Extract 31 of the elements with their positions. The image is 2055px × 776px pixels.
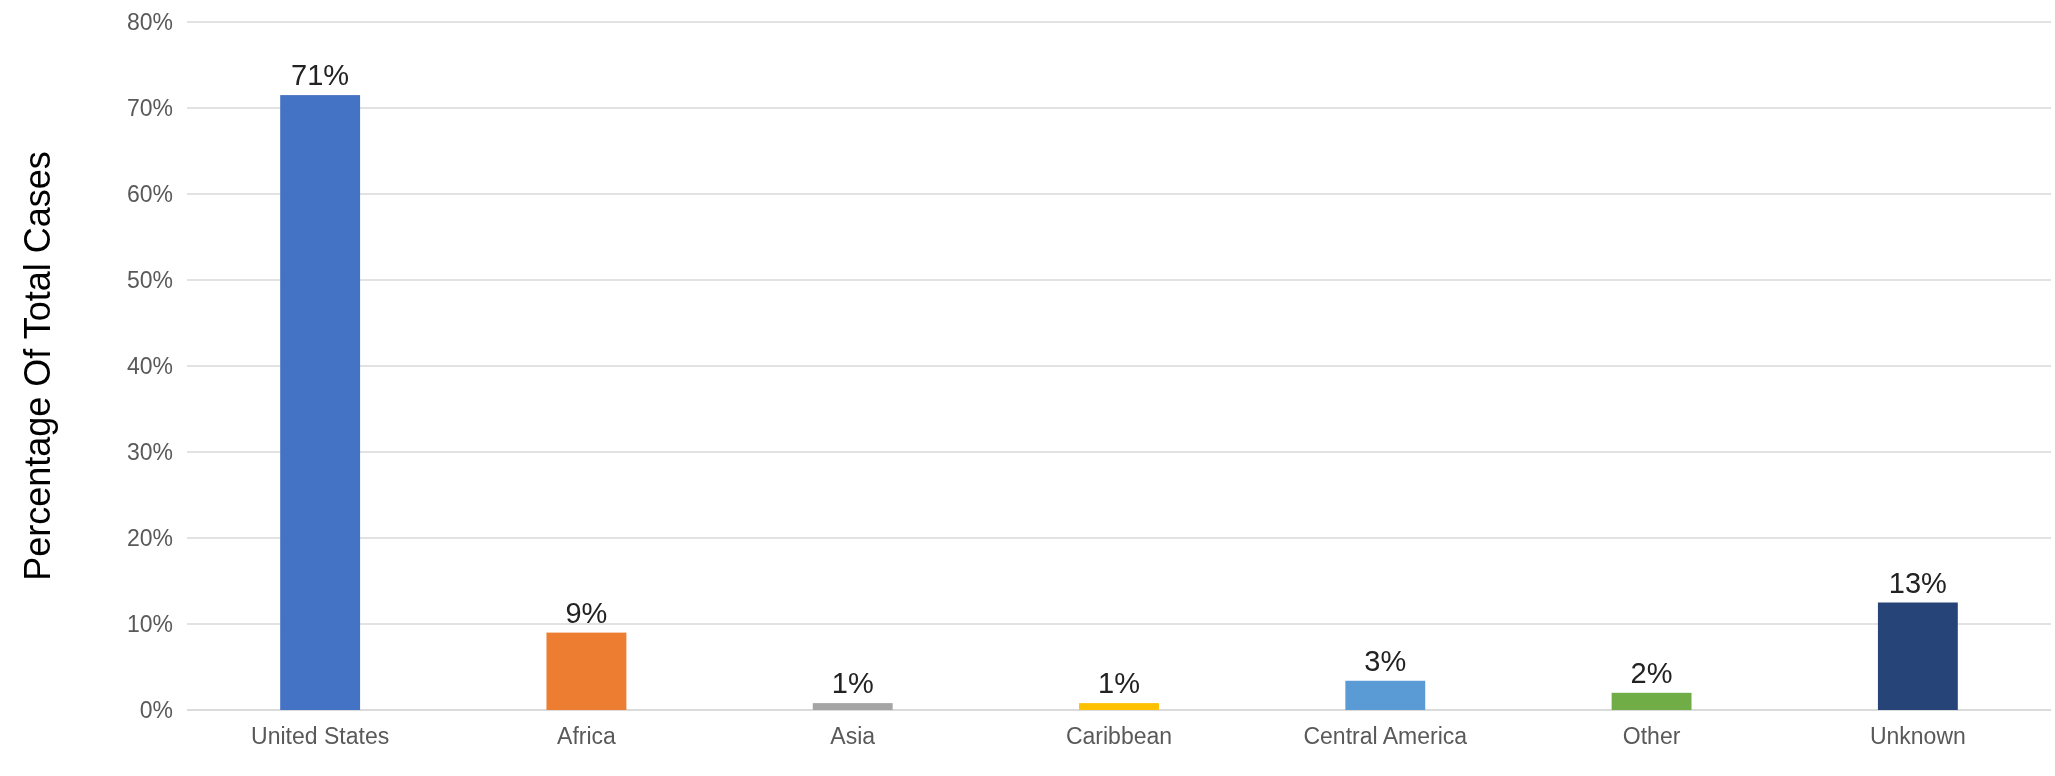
bar — [280, 95, 361, 710]
y-tick-label: 40% — [126, 352, 173, 379]
y-tick-label: 60% — [126, 180, 173, 207]
y-tick-label: 0% — [139, 696, 173, 723]
y-tick-label: 50% — [126, 266, 173, 293]
x-tick-label: Africa — [557, 723, 617, 750]
bar — [1079, 703, 1159, 710]
data-label: 3% — [1364, 644, 1407, 677]
bar — [812, 703, 893, 710]
y-tick-label: 70% — [126, 94, 173, 121]
bar — [1877, 602, 1958, 710]
y-tick-label: 30% — [126, 438, 173, 465]
x-tick-label: United States — [251, 723, 390, 750]
y-axis-title: Percentage Of Total Cases — [17, 151, 58, 581]
y-tick-label: 20% — [126, 524, 173, 551]
y-tick-label: 10% — [126, 610, 173, 637]
x-tick-label: Other — [1622, 723, 1681, 750]
x-tick-label: Central America — [1303, 723, 1468, 750]
bar — [1611, 692, 1692, 710]
y-tick-label: 80% — [126, 8, 173, 35]
data-label: 1% — [1098, 667, 1140, 700]
x-tick-label: Asia — [830, 723, 876, 750]
data-label: 1% — [831, 667, 874, 700]
x-tick-label: Caribbean — [1065, 723, 1173, 750]
bar — [546, 632, 627, 710]
data-label: 9% — [565, 596, 608, 629]
x-tick-label: Unknown — [1869, 723, 1966, 750]
data-label: 71% — [291, 59, 350, 92]
bar — [1345, 680, 1426, 710]
data-label: 13% — [1888, 566, 1947, 599]
data-label: 2% — [1630, 656, 1673, 689]
